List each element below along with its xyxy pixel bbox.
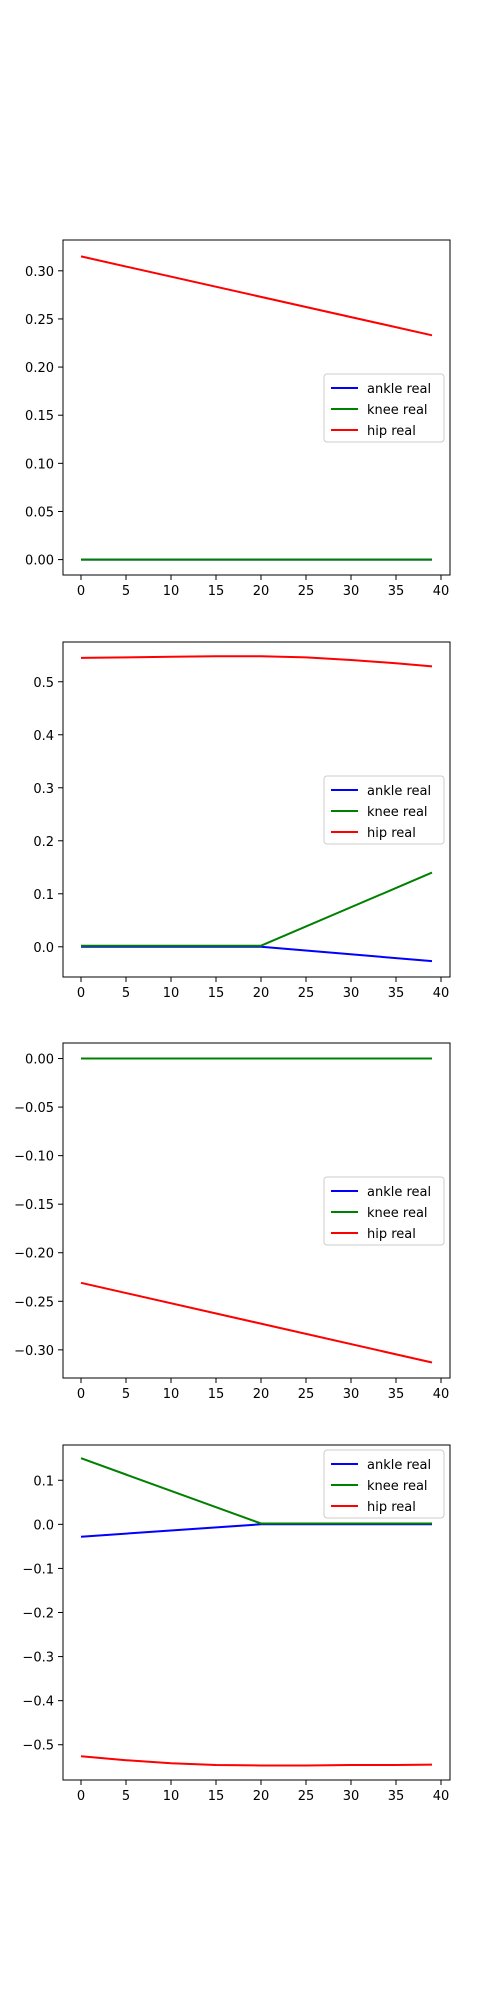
series-line-ankle-real bbox=[81, 945, 433, 963]
legend-label: knee real bbox=[367, 1206, 428, 1221]
y-tick-label: 0.0 bbox=[33, 941, 54, 956]
x-tick-label: 40 bbox=[433, 1387, 450, 1402]
y-tick-label: −0.05 bbox=[14, 1101, 54, 1116]
x-tick-label: 20 bbox=[253, 986, 270, 1001]
legend-box bbox=[323, 373, 445, 443]
legend-box bbox=[323, 1176, 445, 1246]
x-tick-label: 0 bbox=[77, 1789, 85, 1804]
y-tick-label: −0.10 bbox=[14, 1150, 54, 1165]
x-tick-label: 15 bbox=[208, 1789, 225, 1804]
x-tick-label: 40 bbox=[433, 1789, 450, 1804]
x-tick-label: 10 bbox=[163, 986, 180, 1001]
legend-label: knee real bbox=[367, 1479, 428, 1494]
axes-frame bbox=[62, 1042, 451, 1379]
y-tick-label: 0.15 bbox=[25, 409, 54, 424]
axes-frame bbox=[62, 239, 451, 576]
x-tick-label: 40 bbox=[433, 584, 450, 599]
y-tick-label: 0.25 bbox=[25, 313, 54, 328]
y-tick-label: 0.5 bbox=[33, 676, 54, 691]
legend-label: ankle real bbox=[367, 1185, 431, 1200]
legend: ankle real knee real hip real bbox=[323, 775, 445, 845]
y-tick-label: −0.4 bbox=[22, 1695, 54, 1710]
legend-box bbox=[323, 1449, 445, 1519]
series-line-hip-real bbox=[80, 655, 433, 668]
chart-3: 0 5 10 15 20 25 30 35 40 0.00 −0.05 −0.10 −0.15 −0.20… bbox=[14, 1042, 451, 1402]
y-tick-label: 0.4 bbox=[33, 729, 54, 744]
y-tick-label: 0.30 bbox=[25, 265, 54, 280]
x-tick-label: 35 bbox=[388, 1387, 405, 1402]
x-tick-label: 30 bbox=[343, 1387, 360, 1402]
x-tick-label: 20 bbox=[253, 1789, 270, 1804]
chart-1: 0 5 10 15 20 25 30 35 40 0.00 0.05 0.10 0.15 0.20 0.25… bbox=[25, 239, 451, 599]
legend-label: hip real bbox=[367, 826, 416, 841]
x-tick-label: 35 bbox=[388, 584, 405, 599]
y-tick-label: 0.10 bbox=[25, 457, 54, 472]
x-tick-label: 0 bbox=[77, 986, 85, 1001]
x-tick-label: 25 bbox=[298, 1789, 315, 1804]
y-tick-label: −0.2 bbox=[22, 1607, 54, 1622]
x-tick-label: 30 bbox=[343, 1789, 360, 1804]
x-tick-label: 10 bbox=[163, 1789, 180, 1804]
series-line-hip-real bbox=[80, 255, 433, 337]
series-line-hip-real bbox=[80, 1755, 433, 1767]
x-tick-label: 20 bbox=[253, 1387, 270, 1402]
y-tick-label: 0.00 bbox=[25, 1053, 54, 1068]
x-tick-label: 25 bbox=[298, 986, 315, 1001]
y-tick-label: 0.1 bbox=[33, 1474, 54, 1489]
x-tick-label: 0 bbox=[77, 1387, 85, 1402]
legend-label: ankle real bbox=[367, 784, 431, 799]
y-tick-label: 0.1 bbox=[33, 888, 54, 903]
x-tick-label: 5 bbox=[122, 1387, 130, 1402]
legend-box bbox=[323, 775, 445, 845]
series-line-ankle-real bbox=[80, 1523, 432, 1538]
y-tick-label: −0.3 bbox=[22, 1651, 54, 1666]
x-tick-label: 0 bbox=[77, 584, 85, 599]
legend-label: hip real bbox=[367, 1500, 416, 1515]
chart-2: 0 5 10 15 20 25 30 35 40 0.0 0.1 0.2 0.3 0.4 0.5 ankle … bbox=[33, 641, 451, 1001]
y-tick-label: −0.25 bbox=[14, 1295, 54, 1310]
y-tick-label: 0.00 bbox=[25, 554, 54, 569]
legend-label: ankle real bbox=[367, 1458, 431, 1473]
x-tick-label: 5 bbox=[122, 986, 130, 1001]
x-tick-label: 20 bbox=[253, 584, 270, 599]
series-line-knee-real bbox=[81, 871, 433, 947]
y-tick-label: 0.20 bbox=[25, 361, 54, 376]
legend-label: knee real bbox=[367, 403, 428, 418]
x-tick-label: 25 bbox=[298, 1387, 315, 1402]
legend-label: hip real bbox=[367, 424, 416, 439]
legend: ankle real knee real hip real bbox=[323, 1449, 445, 1519]
x-tick-label: 5 bbox=[122, 1789, 130, 1804]
y-tick-label: 0.05 bbox=[25, 505, 54, 520]
x-tick-label: 30 bbox=[343, 986, 360, 1001]
y-tick-label: 0.2 bbox=[33, 835, 54, 850]
x-tick-label: 35 bbox=[388, 1789, 405, 1804]
y-tick-label: 0.0 bbox=[33, 1518, 54, 1533]
y-tick-label: −0.1 bbox=[22, 1562, 54, 1577]
legend-label: knee real bbox=[367, 805, 428, 820]
chart-4: 0 5 10 15 20 25 30 35 40 0.1 0.0 −0.1 −0.2 −0.3 −0.4 −0… bbox=[22, 1444, 451, 1804]
x-tick-label: 30 bbox=[343, 584, 360, 599]
series-line-hip-real bbox=[80, 1281, 433, 1364]
x-tick-label: 10 bbox=[163, 1387, 180, 1402]
y-tick-label: −0.30 bbox=[14, 1344, 54, 1359]
x-tick-label: 25 bbox=[298, 584, 315, 599]
x-tick-label: 35 bbox=[388, 986, 405, 1001]
x-tick-label: 15 bbox=[208, 986, 225, 1001]
axes-frame bbox=[62, 641, 451, 978]
y-tick-label: −0.20 bbox=[14, 1247, 54, 1262]
legend-label: ankle real bbox=[367, 382, 431, 397]
y-tick-label: −0.15 bbox=[14, 1198, 54, 1213]
y-tick-label: −0.5 bbox=[22, 1739, 54, 1754]
x-tick-label: 5 bbox=[122, 584, 130, 599]
legend: ankle real knee real hip real bbox=[323, 373, 445, 443]
x-tick-label: 40 bbox=[433, 986, 450, 1001]
x-tick-label: 10 bbox=[163, 584, 180, 599]
legend: ankle real knee real hip real bbox=[323, 1176, 445, 1246]
x-tick-label: 15 bbox=[208, 584, 225, 599]
x-tick-label: 15 bbox=[208, 1387, 225, 1402]
y-tick-label: 0.3 bbox=[33, 782, 54, 797]
series-line-knee-real bbox=[80, 1457, 432, 1525]
legend-label: hip real bbox=[367, 1227, 416, 1242]
